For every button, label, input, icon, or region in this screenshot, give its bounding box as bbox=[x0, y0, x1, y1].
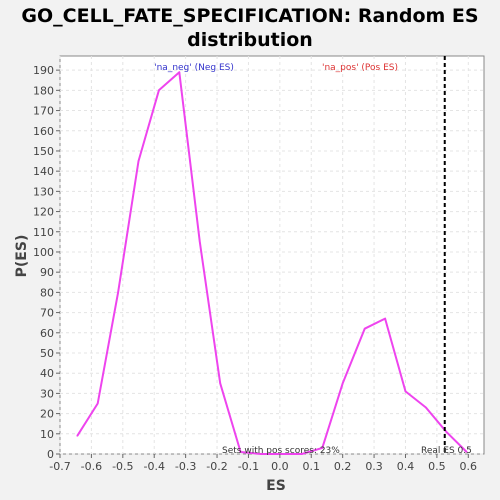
x-tick-label: -0.7 bbox=[49, 460, 70, 473]
x-axis-label: ES bbox=[266, 478, 286, 494]
y-tick-label: 30 bbox=[40, 387, 54, 400]
data-point bbox=[363, 327, 366, 330]
x-tick-label: -0.4 bbox=[143, 460, 164, 473]
data-point bbox=[445, 430, 448, 433]
y-tick-label: 90 bbox=[40, 266, 54, 279]
y-tick-label: 50 bbox=[40, 347, 54, 360]
data-point bbox=[404, 390, 407, 393]
data-point bbox=[301, 453, 303, 455]
data-point bbox=[321, 447, 324, 449]
grid bbox=[59, 56, 484, 455]
y-tick-label: 70 bbox=[40, 307, 54, 320]
data-point bbox=[198, 241, 201, 243]
y-tick-label: 10 bbox=[40, 428, 54, 441]
data-point bbox=[178, 71, 181, 73]
y-tick-label: 160 bbox=[33, 125, 54, 138]
x-tick-label: -0.1 bbox=[238, 460, 259, 473]
y-tick-label: 140 bbox=[33, 165, 54, 178]
data-point bbox=[341, 382, 344, 385]
x-tick-label: 0.2 bbox=[334, 460, 352, 473]
x-tick-label: 0.6 bbox=[460, 460, 478, 473]
chart-title-line-2: distribution bbox=[187, 29, 313, 51]
x-tick-label: -0.3 bbox=[175, 460, 196, 473]
chart-title-line-1: GO_CELL_FATE_SPECIFICATION: Random ES bbox=[21, 5, 478, 27]
y-axis-label: P(ES) bbox=[14, 235, 30, 278]
series-line bbox=[76, 71, 468, 455]
sets-pos-scores-label: Sets with pos scores: 23% bbox=[222, 446, 340, 456]
x-tick-label: -0.6 bbox=[81, 460, 102, 473]
y-tick-label: 180 bbox=[33, 84, 54, 97]
data-point bbox=[425, 406, 427, 409]
pos-es-label: 'na_pos' (Pos ES) bbox=[322, 63, 398, 73]
data-point bbox=[76, 435, 79, 437]
x-tick-label: -0.2 bbox=[206, 460, 227, 473]
data-point bbox=[137, 160, 140, 162]
data-point bbox=[239, 451, 242, 453]
y-tick-label: 120 bbox=[33, 206, 54, 219]
y-tick-label: 60 bbox=[40, 327, 54, 340]
x-tick-label: 0.5 bbox=[428, 460, 446, 473]
y-tick-label: 80 bbox=[40, 286, 54, 299]
x-tick-label: 0.0 bbox=[271, 460, 289, 473]
data-point bbox=[96, 402, 99, 405]
x-tick-label: 0.3 bbox=[365, 460, 383, 473]
y-tick-label: 150 bbox=[33, 145, 54, 158]
real-es-label: Real ES 0.5 bbox=[421, 446, 472, 456]
x-tick-label: -0.5 bbox=[112, 460, 133, 473]
series-layer bbox=[76, 71, 468, 455]
data-point bbox=[117, 291, 119, 294]
y-tick-label: 170 bbox=[33, 105, 54, 118]
data-point bbox=[219, 382, 221, 385]
ticks-layer: -0.7 -0.6 -0.5 -0.4 -0.3 -0.2 -0.1 0.0 0.1 0.2 0.3… bbox=[33, 64, 477, 473]
data-point bbox=[465, 451, 468, 453]
y-tick-label: 130 bbox=[33, 185, 54, 198]
y-tick-label: 110 bbox=[33, 226, 54, 239]
y-tick-label: 190 bbox=[33, 64, 54, 77]
x-tick-label: 0.1 bbox=[303, 460, 321, 473]
data-point bbox=[384, 317, 386, 320]
data-point bbox=[158, 89, 160, 92]
y-tick-label: 0 bbox=[47, 448, 54, 461]
neg-es-label: 'na_neg' (Neg ES) bbox=[154, 63, 234, 73]
y-tick-label: 100 bbox=[33, 246, 54, 259]
y-tick-label: 40 bbox=[40, 367, 54, 380]
y-tick-label: 20 bbox=[40, 408, 54, 421]
x-tick-label: 0.4 bbox=[397, 460, 415, 473]
data-point bbox=[260, 453, 262, 455]
plot-area bbox=[59, 55, 485, 455]
